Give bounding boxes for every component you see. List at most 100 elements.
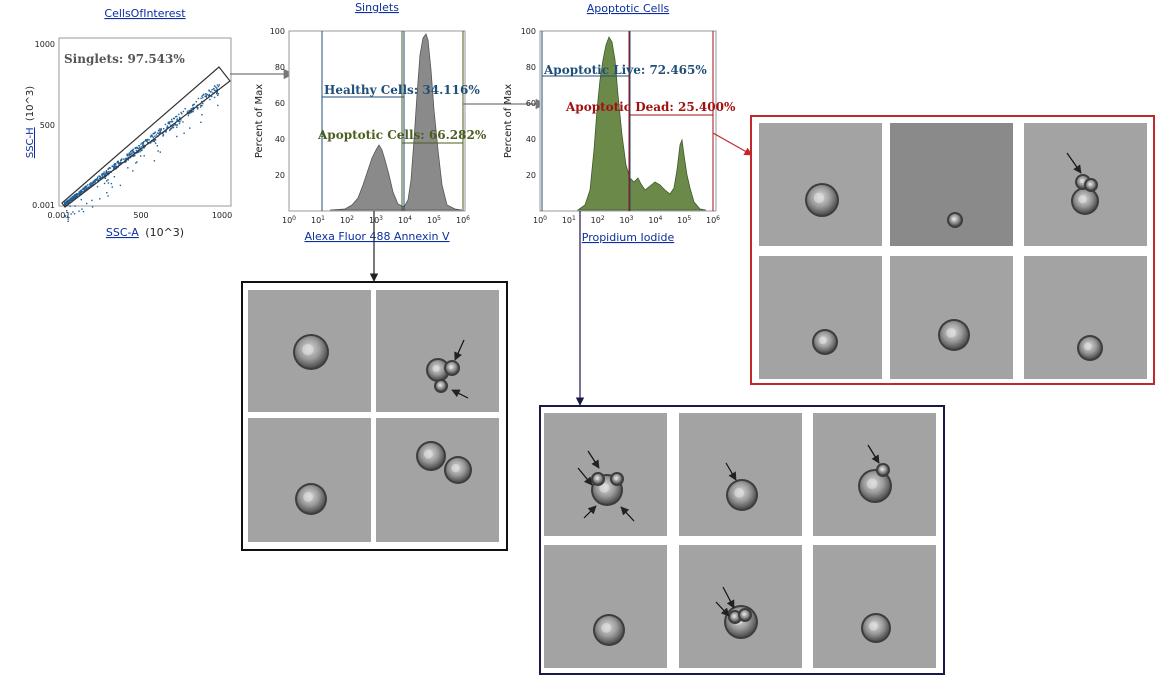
- scatter-event-dot: [134, 155, 136, 157]
- scatter-event-dot: [189, 109, 191, 112]
- scatter-event-dot: [169, 128, 172, 130]
- scatter-event-dot: [201, 114, 203, 116]
- scatter-event-dot: [148, 139, 150, 141]
- scatter-event-dot: [81, 208, 83, 210]
- scatter-event-dot: [89, 185, 91, 187]
- scatter-event-dot: [100, 177, 102, 179]
- scatter-event-dot: [110, 182, 113, 185]
- scatter-event-dot: [132, 148, 134, 150]
- scatter-x-axis-label: SSC-A (10^3): [106, 226, 184, 239]
- singlets-gate: [61, 66, 231, 208]
- scatter-event-dot: [150, 134, 152, 137]
- scatter-event-dot: [187, 113, 190, 115]
- blebbing-arrow: [715, 601, 730, 617]
- scatter-event-dot: [138, 146, 141, 149]
- scatter-event-dot: [202, 102, 204, 105]
- blebbing-arrow: [1066, 152, 1082, 174]
- scatter-event-dot: [182, 121, 184, 123]
- scatter-event-dot: [143, 155, 145, 157]
- scatter-event-dot: [67, 201, 69, 203]
- scatter-event-dot: [205, 94, 207, 96]
- scatter-x-tick: 500: [133, 211, 148, 220]
- scatter-event-dot: [99, 176, 101, 178]
- scatter-event-dot: [106, 192, 108, 194]
- scatter-event-dot: [166, 126, 168, 129]
- scatter-event-dot: [178, 113, 180, 116]
- scatter-event-dot: [205, 96, 207, 98]
- scatter-event-dot: [118, 163, 121, 165]
- x-tick-label: 103: [619, 215, 633, 225]
- scatter-event-dot: [80, 189, 83, 191]
- scatter-event-dot: [139, 147, 141, 150]
- scatter-event-dot: [170, 127, 172, 130]
- pi-title: Apoptotic Cells: [587, 2, 670, 15]
- scatter-event-dot: [107, 182, 110, 184]
- scatter-event-dot: [136, 161, 138, 163]
- scatter-event-dot: [149, 142, 152, 144]
- scatter-event-dot: [212, 92, 214, 94]
- scatter-event-dot: [165, 130, 167, 133]
- apoptotic-dead-images: [759, 123, 1147, 379]
- y-tick-label: 20: [526, 171, 536, 180]
- scatter-event-dot: [69, 197, 72, 200]
- scatter-event-dot: [140, 155, 142, 157]
- scatter-event-dot: [211, 95, 213, 98]
- pi-histogram-fill: [576, 36, 707, 211]
- scatter-event-dot: [75, 195, 77, 197]
- scatter-event-dot: [201, 95, 203, 97]
- scatter-event-dot: [74, 195, 76, 198]
- x-tick-label: 100: [282, 215, 296, 225]
- singlets-gate-label: Singlets: 97.543%: [64, 52, 185, 66]
- scatter-event-dot: [132, 152, 134, 154]
- scatter-event-dot: [113, 167, 115, 169]
- scatter-event-dot: [210, 91, 212, 93]
- scatter-event-dot: [113, 166, 115, 169]
- scatter-event-dot: [75, 196, 77, 198]
- scatter-event-dot: [120, 160, 122, 162]
- scatter-event-dot: [174, 123, 177, 125]
- scatter-event-dot: [105, 170, 108, 172]
- scatter-event-dot: [189, 127, 191, 129]
- scatter-event-dot: [197, 106, 199, 109]
- scatter-event-dot: [178, 120, 180, 122]
- scatter-event-dot: [125, 158, 127, 160]
- x-tick-label: 101: [562, 215, 576, 225]
- scatter-event-dot: [209, 98, 211, 101]
- scatter-event-dot: [216, 87, 218, 89]
- scatter-event-dot: [74, 205, 76, 207]
- scatter-event-dot: [74, 194, 77, 196]
- scatter-event-dot: [162, 134, 165, 136]
- apoptotic-live-gate-label: Apoptotic Live: 72.465%: [543, 63, 707, 77]
- scatter-event-dot: [113, 176, 116, 178]
- scatter-event-dot: [85, 185, 87, 187]
- scatter-event-dot: [91, 199, 93, 202]
- pi-y-label: Percent of Max: [503, 84, 514, 158]
- cell-nucleus: [1079, 179, 1084, 184]
- scatter-event-dot: [191, 108, 193, 110]
- scatter-event-dot: [76, 194, 79, 196]
- scatter-event-dot: [167, 122, 169, 124]
- scatter-event-dot: [80, 198, 82, 201]
- scatter-event-dot: [137, 148, 140, 150]
- cell-nucleus: [614, 476, 618, 480]
- scatter-event-dot: [154, 131, 156, 133]
- scatter-event-dot: [126, 157, 128, 160]
- scatter-event-dot: [154, 142, 157, 144]
- scatter-event-dot: [176, 118, 178, 120]
- scatter-event-dot: [172, 124, 175, 127]
- scatter-event-dot: [218, 84, 220, 86]
- scatter-event-dot: [79, 193, 81, 195]
- scatter-event-dot: [104, 173, 106, 175]
- scatter-event-dot: [136, 147, 138, 149]
- x-tick-label: 106: [706, 215, 720, 225]
- scatter-event-dot: [124, 161, 126, 163]
- cell-nucleus: [599, 483, 610, 493]
- blebbing-arrow: [725, 462, 737, 481]
- scatter-event-dot: [81, 188, 84, 190]
- annexin-x-label: Alexa Fluor 488 Annexin V: [304, 230, 450, 243]
- cell-nucleus: [818, 336, 827, 345]
- blebbing-arrow: [583, 505, 597, 519]
- scatter-event-dot: [69, 201, 71, 203]
- y-tick-label: 40: [275, 135, 285, 144]
- annexin-title: Singlets: [355, 1, 399, 14]
